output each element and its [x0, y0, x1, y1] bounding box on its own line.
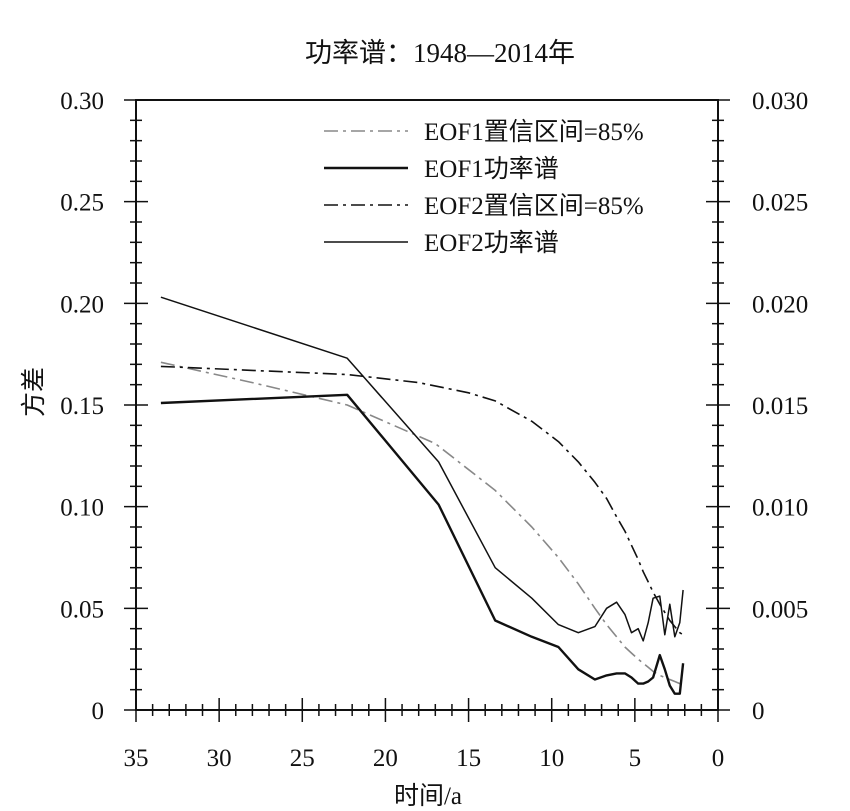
legend-label-4: EOF2功率谱 [424, 229, 559, 257]
legend-label-1: EOF1置信区间=85% [424, 118, 644, 146]
y2-tick-label: 0.010 [752, 495, 808, 522]
y2-tick-label: 0.030 [752, 88, 808, 115]
series-line-1 [160, 361, 684, 685]
x-axis-label: 时间/a [394, 782, 462, 810]
y-tick-label: 0 [92, 698, 105, 725]
y2-tick-label: 0 [752, 698, 765, 725]
legend-label-3: EOF2置信区间=85% [424, 192, 644, 220]
y-tick-label: 0.20 [60, 291, 104, 318]
y2-tick-label: 0.015 [752, 393, 808, 420]
y-tick-label: 0.15 [60, 393, 104, 420]
axis-ticks: 35 30 25 20 15 10 5 000.050.100.150.200.250.300… [60, 88, 808, 772]
legend: EOF1置信区间=85% EOF1功率谱 EOF2置信区间=85% EOF2功率谱 [324, 118, 644, 257]
series-line-3 [160, 365, 684, 636]
x-tick-label: 5 [629, 745, 642, 772]
series-line-2 [160, 393, 685, 695]
chart-title: 功率谱：1948—2014年 [305, 38, 575, 68]
x-tick-label: 25 [290, 745, 315, 772]
series-line-4 [160, 296, 684, 642]
y-tick-label: 0.05 [60, 596, 104, 623]
y-tick-label: 0.25 [60, 190, 104, 217]
y-tick-label: 0.10 [60, 495, 104, 522]
x-tick-label: 0 [712, 745, 725, 772]
y-tick-label: 0.30 [60, 88, 104, 115]
x-tick-label: 20 [373, 745, 398, 772]
x-tick-label: 10 [539, 745, 564, 772]
x-tick-label: 30 [207, 745, 232, 772]
legend-label-2: EOF1功率谱 [424, 155, 559, 183]
x-tick-label: 35 [124, 745, 149, 772]
x-tick-label: 15 [456, 745, 481, 772]
y2-tick-label: 0.005 [752, 596, 808, 623]
series-lines [160, 296, 685, 695]
plot-frame [135, 99, 719, 711]
y-axis-label: 方差 [20, 367, 48, 417]
y2-tick-label: 0.020 [752, 291, 808, 318]
y2-tick-label: 0.025 [752, 190, 808, 217]
